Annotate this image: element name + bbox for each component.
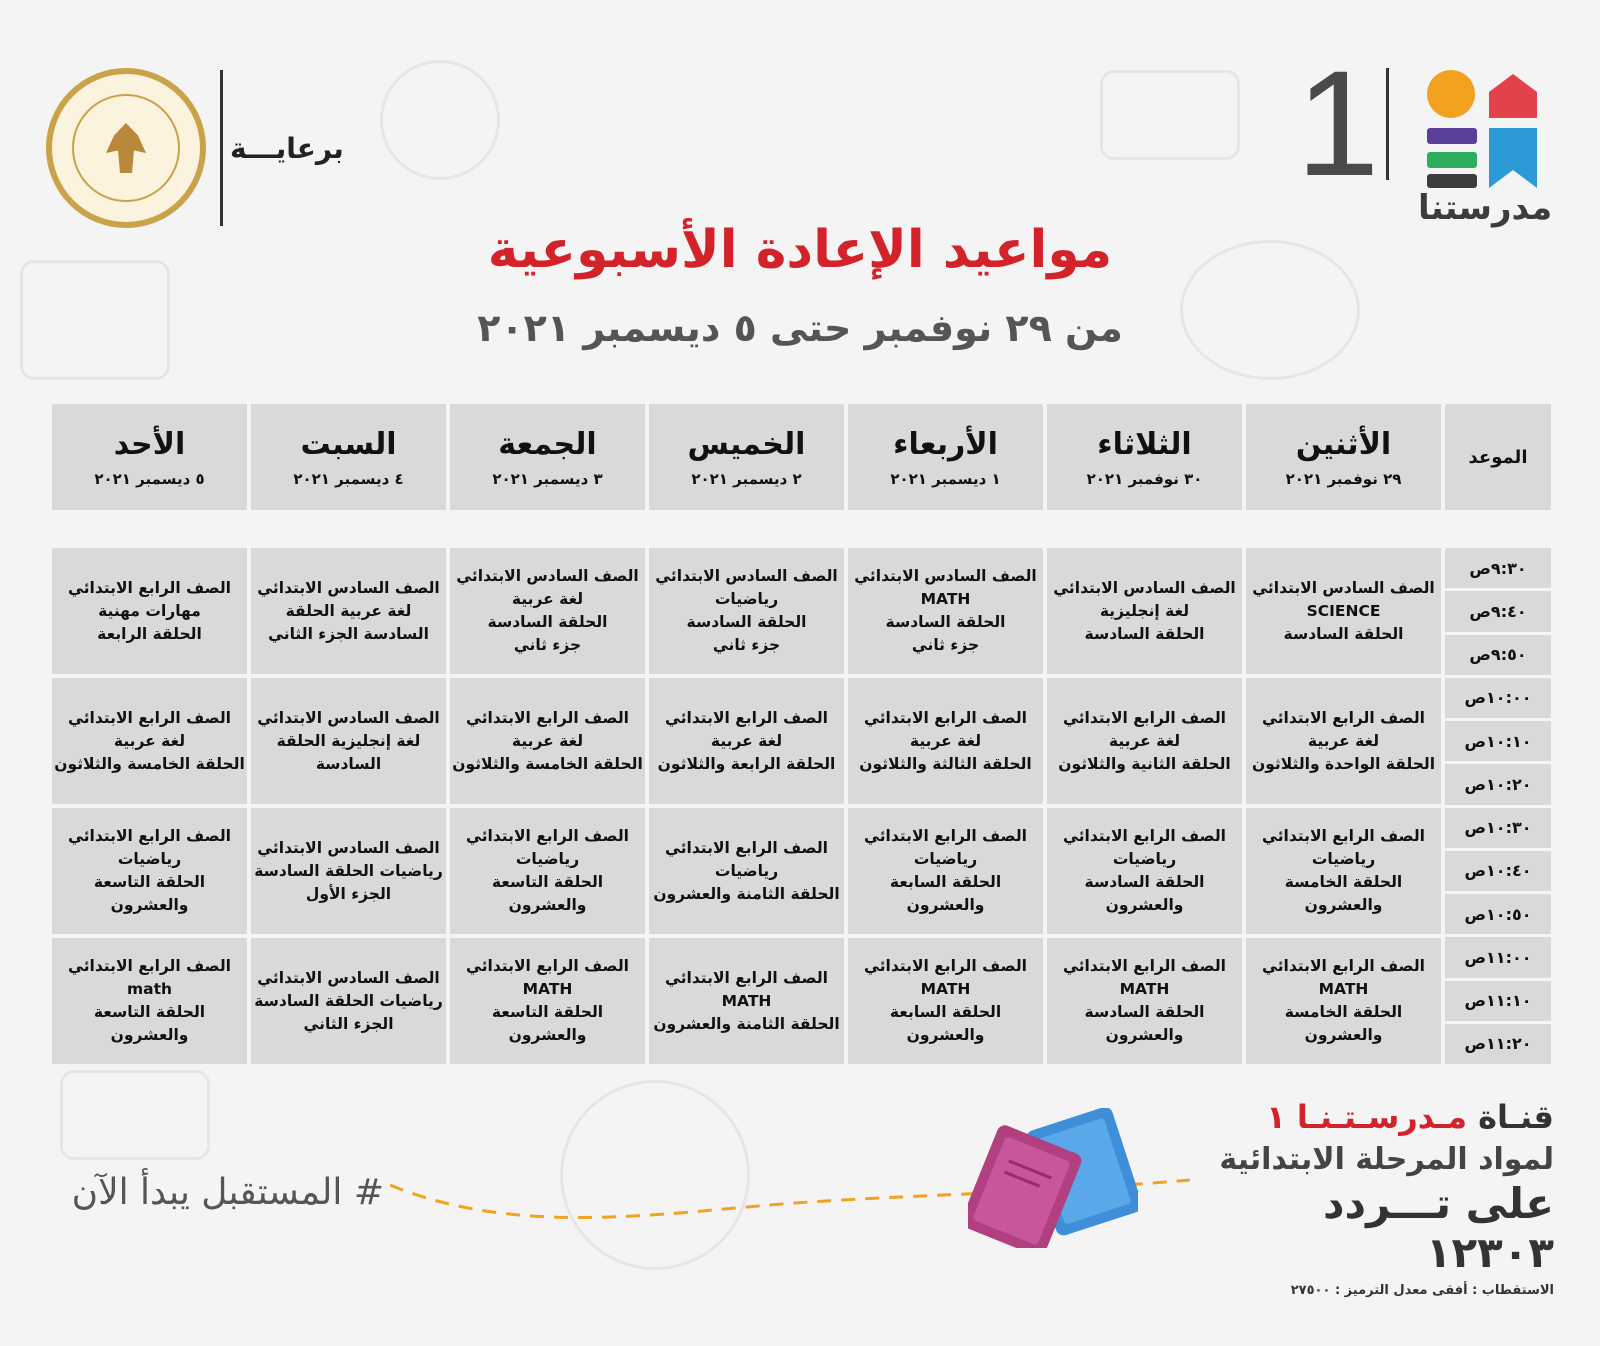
background-doodle	[60, 1070, 210, 1160]
time-slot: ٩:٥٠ص	[1445, 634, 1551, 675]
channel-brand: مـدرسـتـنـا ١	[1266, 1098, 1467, 1136]
lesson-cell: الصف الرابع الابتدائي لغة عربية الحلقة ا…	[1246, 678, 1441, 804]
lesson-cell: الصف الرابع الابتدائي لغة عربية الحلقة ا…	[52, 678, 247, 804]
day-column-thursday: الصف السادس الابتدائي رياضيات الحلقة الس…	[649, 548, 844, 1064]
channel-prefix: قنـاة	[1478, 1098, 1554, 1136]
time-slot: ١٠:٥٠ص	[1445, 894, 1551, 935]
lesson-cell: الصف الرابع الابتدائي مهارات مهنية الحلق…	[52, 548, 247, 674]
lesson-cell: الصف الرابع الابتدائي MATH الحلقة السادس…	[1047, 938, 1242, 1064]
lesson-cell: الصف الرابع الابتدائي رياضيات الحلقة الس…	[1047, 808, 1242, 934]
lesson-cell: الصف الرابع الابتدائي MATH الحلقة الثامن…	[649, 938, 844, 1064]
schedule-body: ٩:٣٠ص ٩:٤٠ص ٩:٥٠ص ١٠:٠٠ص ١٠:١٠ص ١٠:٢٠ص ١…	[49, 548, 1551, 1064]
day-header-cell: الثلاثاء ٣٠ نوفمبر ٢٠٢١	[1047, 404, 1242, 510]
background-doodle	[380, 60, 500, 180]
day-header-cell: الأحد ٥ ديسمبر ٢٠٢١	[52, 404, 247, 510]
day-date: ٥ ديسمبر ٢٠٢١	[94, 469, 205, 488]
day-column-wednesday: الصف السادس الابتدائي MATH الحلقة السادس…	[848, 548, 1043, 1064]
time-slot: ١٠:٢٠ص	[1445, 764, 1551, 805]
lesson-cell: الصف السادس الابتدائي لغة عربية الحلقة ا…	[251, 548, 446, 674]
background-doodle	[560, 1080, 750, 1270]
page-subtitle: من ٢٩ نوفمبر حتى ٥ ديسمبر ٢٠٢١	[477, 306, 1123, 350]
lesson-cell: الصف الرابع الابتدائي MATH الحلقة التاسع…	[450, 938, 645, 1064]
day-date: ٢ ديسمبر ٢٠٢١	[691, 469, 802, 488]
day-header-cell: الجمعة ٣ ديسمبر ٢٠٢١	[450, 404, 645, 510]
day-name: الأثنين	[1295, 426, 1392, 462]
channel-technical-info: الاستقطاب : أفقى معدل الترميز : ٢٧٥٠٠	[1290, 1283, 1554, 1298]
lesson-cell: الصف الرابع الابتدائي رياضيات الحلقة الث…	[649, 808, 844, 934]
day-date: ٣٠ نوفمبر ٢٠٢١	[1086, 469, 1203, 488]
time-slot: ١٠:٣٠ص	[1445, 807, 1551, 848]
day-date: ١ ديسمبر ٢٠٢١	[890, 469, 1001, 488]
lesson-cell: الصف الرابع الابتدائي math الحلقة التاسع…	[52, 938, 247, 1064]
lesson-cell: الصف السادس الابتدائي SCIENCE الحلقة الس…	[1246, 548, 1441, 674]
time-column: ٩:٣٠ص ٩:٤٠ص ٩:٥٠ص ١٠:٠٠ص ١٠:١٠ص ١٠:٢٠ص ١…	[1445, 548, 1551, 1064]
day-date: ٤ ديسمبر ٢٠٢١	[293, 469, 404, 488]
day-column-sunday: الصف الرابع الابتدائي مهارات مهنية الحلق…	[52, 548, 247, 1064]
page-title: مواعيد الإعادة الأسبوعية	[487, 220, 1113, 280]
day-column-monday: الصف السادس الابتدائي SCIENCE الحلقة الس…	[1246, 548, 1441, 1064]
lesson-cell: الصف السادس الابتدائي رياضيات الحلقة الس…	[251, 938, 446, 1064]
brand-divider	[1386, 68, 1389, 180]
lesson-cell: الصف السادس الابتدائي لغة إنجليزية الحلق…	[251, 678, 446, 804]
channel-info: قنـاة مـدرسـتـنـا ١ لمواد المرحلة الابتد…	[1194, 1098, 1554, 1298]
day-name: الخميس	[687, 426, 806, 462]
header-divider	[220, 70, 223, 226]
lesson-cell: الصف السادس الابتدائي رياضيات الحلقة الس…	[251, 808, 446, 934]
day-column-tuesday: الصف السادس الابتدائي لغة إنجليزية الحلق…	[1047, 548, 1242, 1064]
lesson-cell: الصف الرابع الابتدائي لغة عربية الحلقة ا…	[450, 678, 645, 804]
lesson-cell: الصف السادس الابتدائي رياضيات الحلقة الس…	[649, 548, 844, 674]
day-column-friday: الصف السادس الابتدائي لغة عربية الحلقة ا…	[450, 548, 645, 1064]
time-header-cell: الموعد	[1445, 404, 1551, 510]
lesson-cell: الصف الرابع الابتدائي MATH الحلقة السابع…	[848, 938, 1043, 1064]
day-name: الأحد	[113, 426, 186, 462]
time-slot: ١١:١٠ص	[1445, 980, 1551, 1021]
day-header-cell: الخميس ٢ ديسمبر ٢٠٢١	[649, 404, 844, 510]
day-date: ٣ ديسمبر ٢٠٢١	[492, 469, 603, 488]
day-name: الجمعة	[498, 426, 597, 462]
time-slot: ١٠:٠٠ص	[1445, 677, 1551, 718]
day-header-cell: الأربعاء ١ ديسمبر ٢٠٢١	[848, 404, 1043, 510]
brand-name: مدرستنا	[1418, 188, 1553, 228]
channel-frequency: على تـــردد ١٢٣٠٣	[1322, 1179, 1554, 1277]
day-date: ٢٩ نوفمبر ٢٠٢١	[1285, 469, 1402, 488]
schedule-header-row: الموعد الأثنين ٢٩ نوفمبر ٢٠٢١ الثلاثاء ٣…	[49, 404, 1551, 510]
day-header-cell: الأثنين ٢٩ نوفمبر ٢٠٢١	[1246, 404, 1441, 510]
time-slot: ١٠:٤٠ص	[1445, 850, 1551, 891]
channel-subject: لمواد المرحلة الابتدائية	[1219, 1142, 1554, 1177]
time-slot: ٩:٣٠ص	[1445, 548, 1551, 589]
lesson-cell: الصف الرابع الابتدائي رياضيات الحلقة الت…	[52, 808, 247, 934]
lesson-cell: الصف الرابع الابتدائي رياضيات الحلقة الس…	[848, 808, 1043, 934]
hashtag-slogan: # المستقبل يبدأ الآن	[71, 1172, 384, 1213]
lesson-cell: الصف الرابع الابتدائي رياضيات الحلقة الت…	[450, 808, 645, 934]
time-header-label: الموعد	[1468, 446, 1528, 468]
lesson-cell: الصف الرابع الابتدائي لغة عربية الحلقة ا…	[1047, 678, 1242, 804]
lesson-cell: الصف الرابع الابتدائي رياضيات الحلقة الخ…	[1246, 808, 1441, 934]
sponsor-label: برعايـــة	[230, 132, 344, 165]
background-doodle	[20, 260, 170, 380]
channel-number: 1	[1296, 39, 1380, 207]
time-slot: ١١:٢٠ص	[1445, 1023, 1551, 1064]
day-name: الأربعاء	[893, 426, 998, 462]
background-doodle	[1100, 70, 1240, 160]
ministry-seal-logo	[46, 68, 206, 228]
lesson-cell: الصف السادس الابتدائي لغة إنجليزية الحلق…	[1047, 548, 1242, 674]
time-slot: ١١:٠٠ص	[1445, 937, 1551, 978]
background-doodle	[1180, 240, 1360, 380]
lesson-cell: الصف الرابع الابتدائي لغة عربية الحلقة ا…	[649, 678, 844, 804]
day-column-saturday: الصف السادس الابتدائي لغة عربية الحلقة ا…	[251, 548, 446, 1064]
lesson-cell: الصف السادس الابتدائي MATH الحلقة السادس…	[848, 548, 1043, 674]
time-slot: ٩:٤٠ص	[1445, 591, 1551, 632]
lesson-cell: الصف الرابع الابتدائي MATH الحلقة الخامس…	[1246, 938, 1441, 1064]
lesson-cell: الصف الرابع الابتدائي لغة عربية الحلقة ا…	[848, 678, 1043, 804]
day-name: السبت	[300, 426, 397, 462]
madrasatna-logo-icon	[1427, 70, 1537, 188]
day-header-cell: السبت ٤ ديسمبر ٢٠٢١	[251, 404, 446, 510]
eagle-emblem	[72, 94, 180, 202]
books-icon	[968, 1108, 1138, 1248]
day-name: الثلاثاء	[1097, 426, 1192, 462]
lesson-cell: الصف السادس الابتدائي لغة عربية الحلقة ا…	[450, 548, 645, 674]
time-slot: ١٠:١٠ص	[1445, 721, 1551, 762]
channel-name-line: قنـاة مـدرسـتـنـا ١	[1194, 1098, 1554, 1136]
eagle-icon	[106, 123, 146, 173]
